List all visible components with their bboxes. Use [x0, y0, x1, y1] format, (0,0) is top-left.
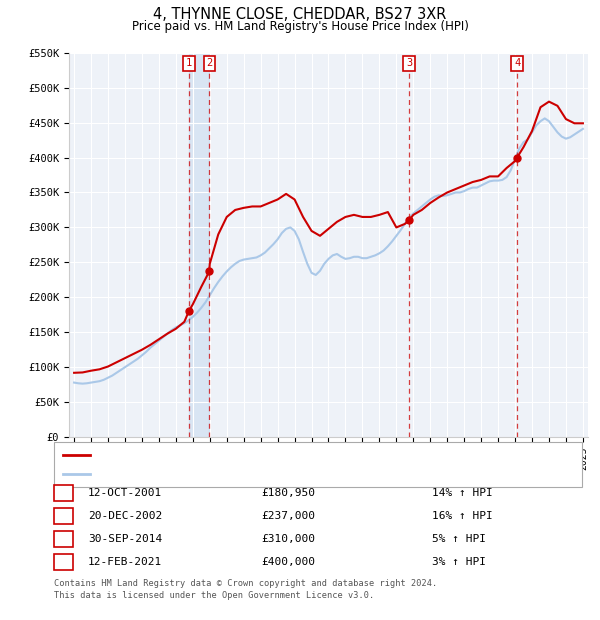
Text: £180,950: £180,950: [261, 488, 315, 498]
Text: 1: 1: [60, 488, 67, 498]
Text: This data is licensed under the Open Government Licence v3.0.: This data is licensed under the Open Gov…: [54, 590, 374, 600]
Text: 5% ↑ HPI: 5% ↑ HPI: [432, 534, 486, 544]
Text: 14% ↑ HPI: 14% ↑ HPI: [432, 488, 493, 498]
Text: 30-SEP-2014: 30-SEP-2014: [88, 534, 163, 544]
Text: 2: 2: [206, 58, 212, 68]
Text: 4: 4: [60, 557, 67, 567]
Text: 4, THYNNE CLOSE, CHEDDAR, BS27 3XR: 4, THYNNE CLOSE, CHEDDAR, BS27 3XR: [154, 7, 446, 22]
Text: 4, THYNNE CLOSE, CHEDDAR, BS27 3XR (detached house): 4, THYNNE CLOSE, CHEDDAR, BS27 3XR (deta…: [95, 450, 413, 459]
Text: 3: 3: [60, 534, 67, 544]
Text: 12-OCT-2001: 12-OCT-2001: [88, 488, 163, 498]
Text: Price paid vs. HM Land Registry's House Price Index (HPI): Price paid vs. HM Land Registry's House …: [131, 20, 469, 33]
Text: Contains HM Land Registry data © Crown copyright and database right 2024.: Contains HM Land Registry data © Crown c…: [54, 578, 437, 588]
Text: £310,000: £310,000: [261, 534, 315, 544]
Text: 20-DEC-2002: 20-DEC-2002: [88, 511, 163, 521]
Text: £237,000: £237,000: [261, 511, 315, 521]
Text: £400,000: £400,000: [261, 557, 315, 567]
Text: 3% ↑ HPI: 3% ↑ HPI: [432, 557, 486, 567]
Text: 4: 4: [514, 58, 520, 68]
Text: 3: 3: [406, 58, 412, 68]
Text: 1: 1: [186, 58, 192, 68]
Bar: [189, 53, 209, 437]
Text: 12-FEB-2021: 12-FEB-2021: [88, 557, 163, 567]
Text: HPI: Average price, detached house, Somerset: HPI: Average price, detached house, Some…: [95, 469, 370, 479]
Text: 2: 2: [60, 511, 67, 521]
Text: 16% ↑ HPI: 16% ↑ HPI: [432, 511, 493, 521]
